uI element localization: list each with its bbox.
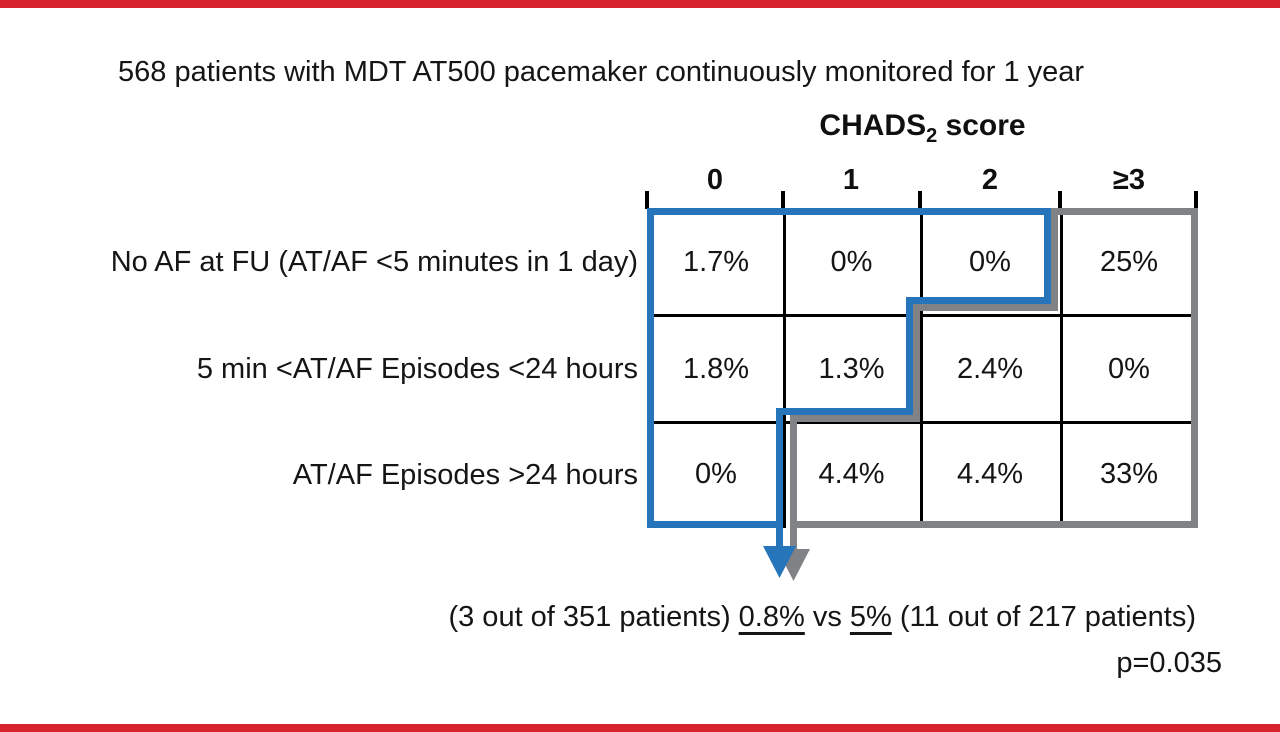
chads-score-header: CHADS2 score [647,108,1198,154]
stats-low-value: 0.8% [738,601,805,633]
stats-comparison-line: (3 out of 351 patients) 0.8% vs 5% (11 o… [0,600,1196,634]
cell-r1-c1: 1.3% [818,353,885,385]
row-label-no-af: No AF at FU (AT/AF <5 minutes in 1 day) [110,246,638,278]
gray-down-arrow [777,524,810,581]
p-value: p=0.035 [1116,647,1222,679]
cell-r1-c2: 2.4% [956,353,1024,385]
cell-r0-c0: 1.7% [682,246,750,278]
cell-r2-c0: 0% [695,458,737,490]
top-red-rule [0,0,1280,8]
row-label-5min-24h: 5 min <AT/AF Episodes <24 hours [196,353,638,385]
stats-high-group: (11 out of 217 patients) [899,601,1196,633]
column-header-0: 0 [706,164,724,196]
cell-r0-c3: 25% [1099,246,1159,278]
cell-r0-c2: 0% [969,246,1011,278]
cell-r2-c2: 4.4% [956,458,1024,490]
stats-low-group: (3 out of 351 patients) [448,601,731,633]
cell-r1-c3: 0% [1108,353,1150,385]
cell-r0-c1: 0% [830,246,873,278]
column-header-1: 1 [842,164,860,196]
figure-title: 568 patients with MDT AT500 pacemaker co… [118,56,1085,88]
cell-r2-c1: 4.4% [818,458,885,490]
stats-vs: vs [812,601,842,633]
chads-subscript: 2 [926,125,938,147]
blue-down-arrow [763,524,796,578]
chads-rest: score [937,109,1026,142]
row-label-over-24h: AT/AF Episodes >24 hours [292,459,638,491]
chads-base: CHADS [819,109,927,142]
bottom-red-rule [0,724,1280,732]
column-header-2: 2 [981,164,999,196]
cell-r2-c3: 33% [1099,458,1159,490]
column-header-3: ≥3 [1112,164,1146,196]
stats-high-value: 5% [849,601,892,633]
cell-r1-c0: 1.8% [682,353,750,385]
